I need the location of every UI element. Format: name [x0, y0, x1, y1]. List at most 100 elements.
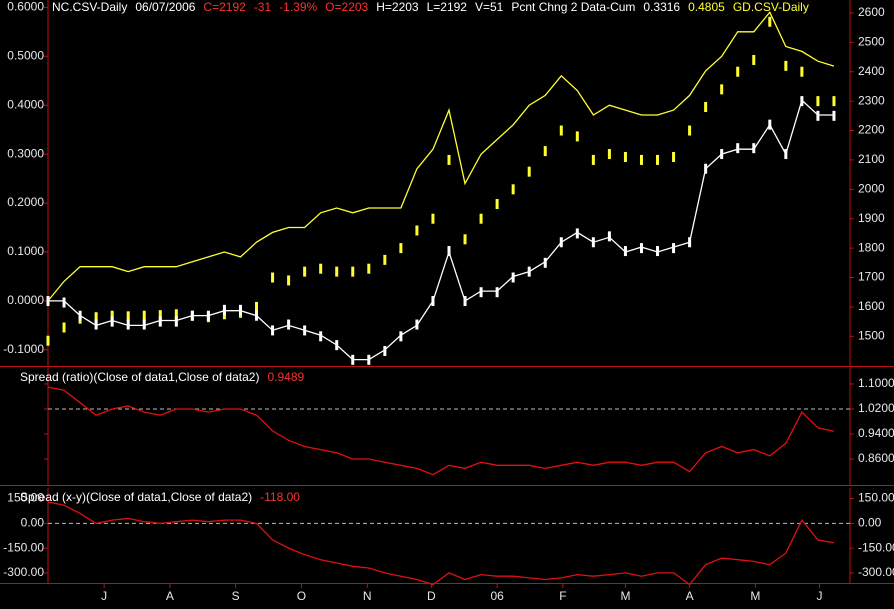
y-tick-label: 0.1000 [7, 244, 44, 258]
header-text: -1.39% [279, 0, 317, 14]
price-bar [287, 275, 291, 286]
y-tick-label: -150.00 [858, 540, 894, 554]
price-bar [335, 266, 339, 277]
series-line [47, 501, 835, 586]
header-text: -31 [254, 0, 272, 14]
y-tick-label: 1.0200 [858, 401, 894, 415]
price-bar [720, 84, 724, 95]
price-bar [511, 272, 515, 283]
x-tick-label: J [101, 589, 107, 603]
price-bar [816, 110, 820, 121]
x-tick-label: J [817, 589, 823, 603]
y-tick-label: 0.0000 [7, 293, 44, 307]
y2-tick-label: 1900 [858, 211, 885, 225]
series-line [48, 99, 834, 361]
price-bar [238, 304, 242, 315]
price-bar [46, 335, 50, 346]
header-text: Spread (ratio)(Close of data1,Close of d… [20, 370, 259, 384]
price-bar [656, 246, 660, 257]
price-bar [110, 310, 114, 321]
x-tick-label: F [559, 589, 566, 603]
y-tick-label: 0.00 [858, 516, 882, 530]
price-bar [527, 166, 531, 177]
price-bar [543, 257, 547, 268]
header-text: 0.4805 [688, 0, 725, 14]
price-bar [463, 234, 467, 245]
header-text: NC.CSV-Daily [52, 0, 127, 14]
price-bar [672, 151, 676, 162]
price-bar [367, 263, 371, 274]
header-text: Pcnt Chng 2 Data-Cum [511, 0, 635, 14]
price-bar [431, 213, 435, 224]
y2-tick-label: 1800 [858, 240, 885, 254]
price-bar [415, 225, 419, 236]
price-bar [736, 66, 740, 77]
price-bar [126, 319, 130, 330]
price-bar [736, 143, 740, 154]
x-tick-label: S [232, 589, 240, 603]
x-tick-label: 06 [490, 589, 504, 603]
price-bar [110, 316, 114, 327]
header-text: -118.00 [260, 490, 300, 504]
price-bar [623, 246, 627, 257]
y2-tick-label: 2400 [858, 64, 885, 78]
price-bar [174, 309, 178, 320]
price-bar [511, 184, 515, 195]
price-bar [752, 54, 756, 65]
x-tick-label: M [620, 589, 630, 603]
y-tick-label: 0.9400 [858, 426, 894, 440]
price-bar [607, 231, 611, 242]
y2-tick-label: 2600 [858, 5, 885, 19]
price-bar [768, 16, 772, 27]
y2-tick-label: 2500 [858, 35, 885, 49]
price-bar [639, 154, 643, 165]
y-tick-label: 1.1000 [858, 376, 894, 390]
price-bar [351, 266, 355, 277]
header-text: C=2192 [203, 0, 246, 14]
price-bar [94, 319, 98, 330]
y-tick-label: 150.00 [7, 491, 44, 505]
price-bar [479, 287, 483, 298]
price-bar [158, 316, 162, 327]
y2-tick-label: 2200 [858, 123, 885, 137]
header-text: V=51 [475, 0, 504, 14]
price-bar [271, 272, 275, 283]
x-tick-label: A [686, 589, 694, 603]
y-tick-label: -300.00 [3, 565, 44, 579]
price-bar [142, 310, 146, 321]
price-bar [158, 310, 162, 321]
header-text: 0.3316 [643, 0, 680, 14]
header-text: 0.9489 [267, 370, 304, 384]
price-bar [607, 149, 611, 160]
y2-tick-label: 1500 [858, 328, 885, 342]
header-text: 06/07/2006 [135, 0, 195, 14]
price-bar [816, 96, 820, 107]
price-bar [688, 125, 692, 136]
y2-tick-label: 1600 [858, 299, 885, 313]
price-bar [142, 319, 146, 330]
price-bar [656, 154, 660, 165]
header-text: O=2203 [325, 0, 368, 14]
y-tick-label: -0.1000 [3, 342, 44, 356]
price-bar [559, 125, 563, 136]
price-bar [704, 102, 708, 113]
price-bar [591, 154, 595, 165]
price-bar [383, 346, 387, 357]
y-tick-label: 0.00 [21, 516, 45, 530]
y-tick-label: 0.2000 [7, 195, 44, 209]
y2-tick-label: 2100 [858, 152, 885, 166]
series-line [47, 10, 835, 302]
header-text: GD.CSV-Daily [733, 0, 809, 14]
price-bar [575, 131, 579, 142]
price-bar [447, 154, 451, 165]
price-bar [575, 228, 579, 239]
y2-tick-label: 1700 [858, 270, 885, 284]
price-bar [62, 297, 66, 308]
x-tick-label: A [166, 589, 174, 603]
price-bar [399, 331, 403, 342]
price-bar [639, 243, 643, 254]
y-tick-label: 0.3000 [7, 146, 44, 160]
